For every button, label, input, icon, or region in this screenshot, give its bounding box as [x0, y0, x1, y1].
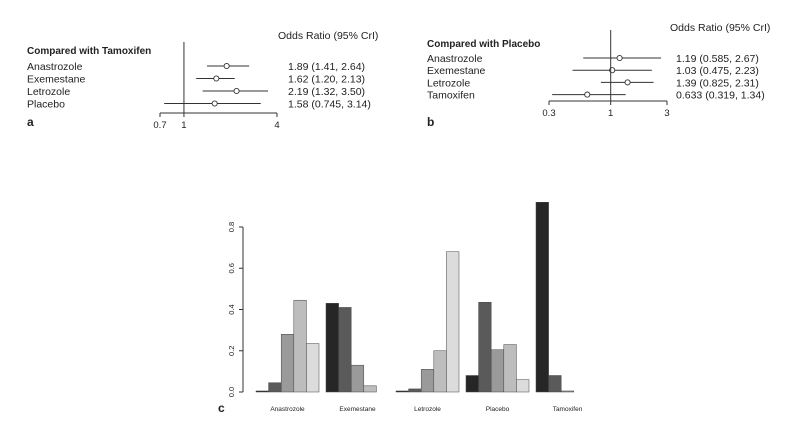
forest-b-row-label: Letrozole [427, 77, 470, 89]
forest-a-tick-label: 4 [274, 120, 279, 131]
bar-c-y-tick-label: 0.2 [227, 346, 236, 356]
bar-c-y-axis: 0.0 0.2 0.4 0.6 0.8 [227, 222, 244, 397]
bar-c-category-label: Placebo [486, 406, 510, 413]
bar-c-bar [350, 364, 365, 393]
bar-c-category-label: Anastrozole [270, 406, 305, 413]
bar-c-bar [255, 390, 269, 393]
forest-b-rows: Anastrozole 1.19 (0.585, 2.67) Exemestane 1… [427, 53, 765, 102]
forest-a-point [233, 87, 240, 95]
forest-b-row-label: Tamoxifen [427, 90, 475, 102]
bar-c-bar [268, 382, 282, 393]
forest-b-row-value: 1.03 (0.475, 2.23) [676, 65, 759, 77]
bar-c-bar [338, 307, 352, 393]
panel-label-c: c [218, 401, 225, 415]
forest-b-row-value: 1.39 (0.825, 2.31) [676, 77, 759, 89]
bar-c-bar [516, 379, 530, 393]
bar-c-bar [548, 375, 562, 393]
bar-c-bar [490, 349, 505, 393]
forest-a-row-value: 1.58 (0.745, 3.14) [288, 99, 371, 111]
bar-c-bar [478, 302, 492, 393]
bar-c-bar [408, 388, 422, 393]
forest-b-x-axis: 0.3 1 3 [542, 100, 670, 119]
bar-c-category-label: Exemestane [339, 406, 376, 413]
bar-c-bar [325, 303, 339, 393]
forest-b-value-header: Odds Ratio (95% CrI) [670, 22, 770, 34]
bar-c-category-label: Tamoxifen [553, 406, 583, 413]
bar-c-bar [503, 344, 517, 393]
bar-c-bar [420, 369, 435, 393]
forest-a-tick-label: 0.7 [153, 120, 166, 131]
forest-a-row-value: 1.62 (1.20, 2.13) [288, 74, 365, 86]
forest-a-value-header: Odds Ratio (95% CrI) [278, 30, 378, 42]
forest-a-tick-label: 1 [181, 120, 186, 131]
forest-a-row-label: Placebo [27, 99, 65, 111]
bar-c-bar [293, 299, 307, 393]
bar-c-bar [280, 334, 295, 393]
forest-b-header: Compared with Placebo [427, 39, 540, 50]
bar-c-bar [446, 251, 460, 393]
bar-c-bar [363, 385, 377, 393]
forest-a-point [223, 62, 230, 70]
bar-c-bar [535, 202, 549, 393]
bar-c-bar [395, 390, 409, 393]
forest-a-point [211, 100, 218, 107]
bar-c-y-tick-label: 0.8 [227, 222, 236, 232]
forest-a-rows: Anastrozole 1.89 (1.41, 2.64) Exemestane 1.… [27, 61, 371, 111]
bar-c-y-tick-label: 0.6 [227, 263, 236, 273]
bar-c-y-tick-label: 0.4 [227, 304, 236, 314]
bar-c-bars [255, 202, 575, 393]
forest-b-tick-label: 0.3 [542, 108, 555, 119]
forest-a-x-axis: 0.7 1 4 [153, 112, 280, 131]
forest-a-row-label: Letrozole [27, 86, 70, 98]
forest-a-row-label: Exemestane [27, 74, 86, 86]
forest-plot-b: Odds Ratio (95% CrI) Compared with Place… [427, 22, 770, 129]
bar-c-bar [433, 350, 447, 393]
forest-a-row-value: 2.19 (1.32, 3.50) [288, 86, 365, 98]
forest-b-point [616, 54, 623, 62]
forest-a-row-value: 1.89 (1.41, 2.64) [288, 61, 365, 73]
bar-c-bar [560, 390, 575, 393]
forest-b-tick-label: 3 [664, 108, 669, 119]
forest-b-tick-label: 1 [608, 108, 613, 119]
forest-plot-a: Odds Ratio (95% CrI) Compared with Tamox… [27, 30, 378, 131]
bar-c-category-label: Letrozole [414, 406, 441, 413]
bar-chart-c: 0.0 0.2 0.4 0.6 0.8 Anastrozole Exemestane Let… [218, 202, 583, 415]
forest-b-row-value: 0.633 (0.319, 1.34) [676, 90, 765, 102]
bar-c-bar [306, 343, 320, 393]
forest-b-point [624, 79, 631, 86]
panel-label-b: b [427, 115, 434, 129]
forest-a-header: Compared with Tamoxifen [27, 46, 151, 57]
forest-b-row-label: Exemestane [427, 65, 486, 77]
forest-b-row-label: Anastrozole [427, 53, 483, 65]
bar-c-category-labels: Anastrozole Exemestane Letrozole Placebo Tam… [270, 406, 582, 413]
bar-c-y-tick-label: 0.0 [227, 387, 236, 397]
forest-b-point [584, 91, 591, 98]
bar-c-bar [465, 375, 479, 393]
forest-a-point [213, 75, 220, 82]
forest-a-row-label: Anastrozole [27, 61, 83, 73]
forest-b-row-value: 1.19 (0.585, 2.67) [676, 53, 759, 65]
panel-label-a: a [27, 115, 34, 129]
